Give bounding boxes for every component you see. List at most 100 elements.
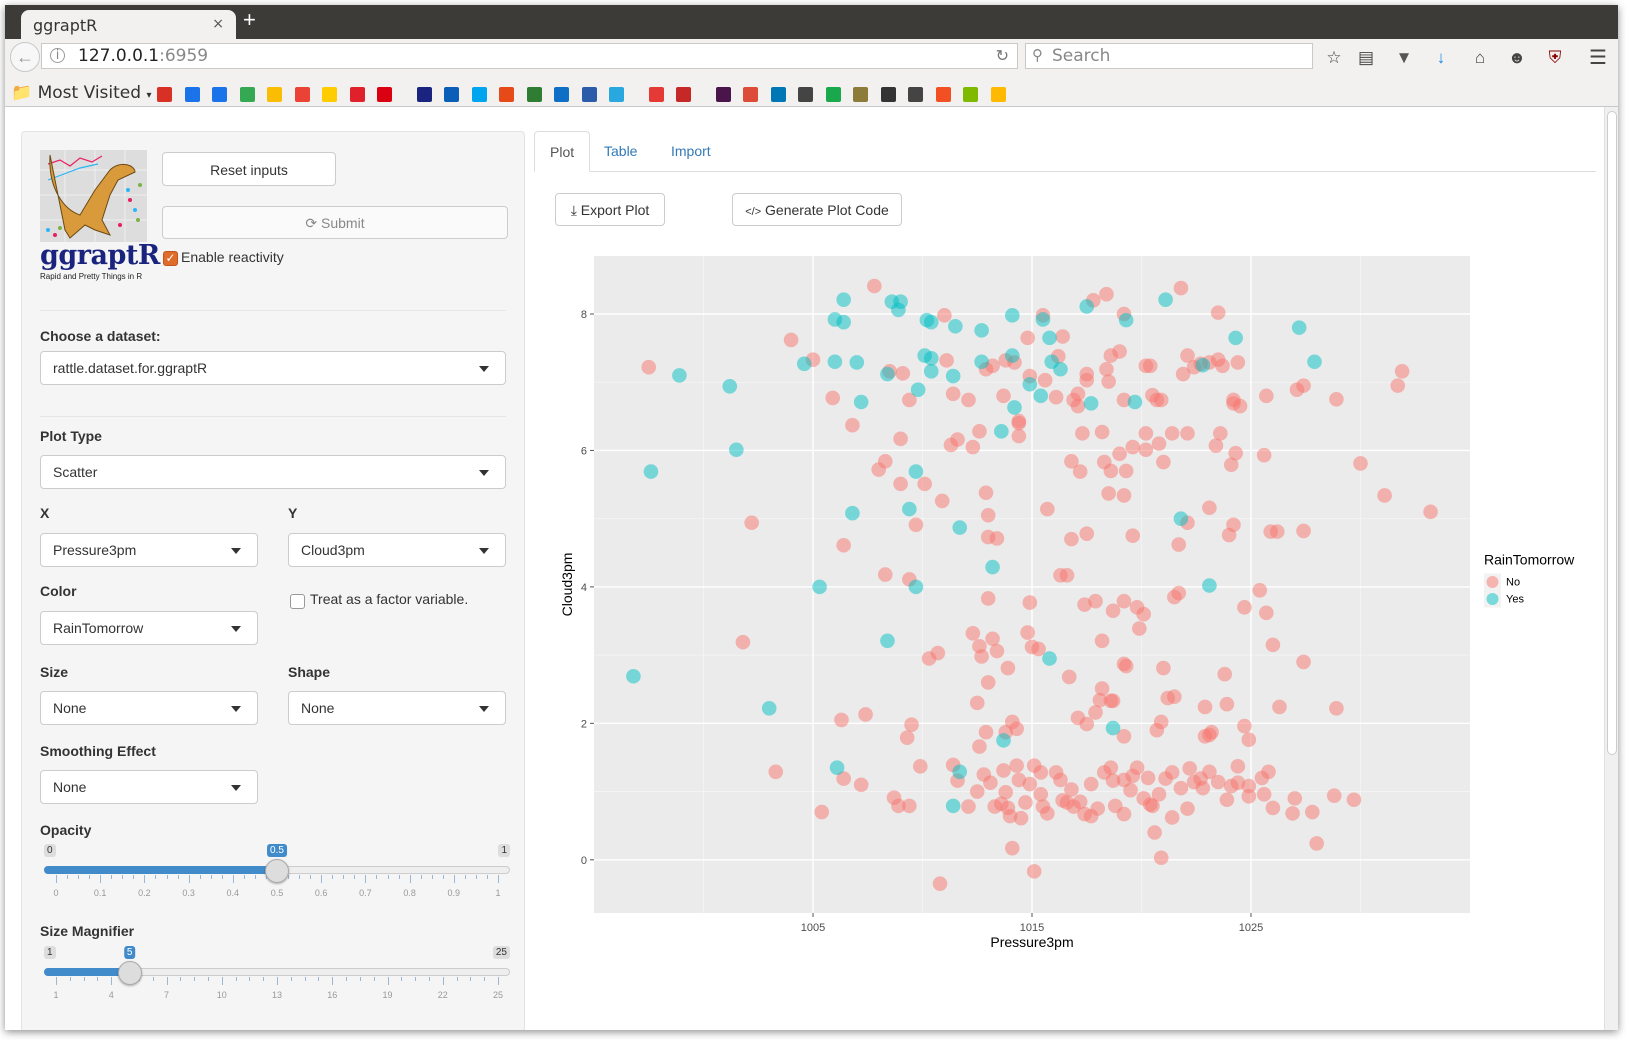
circle-icon[interactable]: [908, 87, 923, 102]
browser-tab[interactable]: ggraptR ×: [21, 10, 236, 40]
dataset-select[interactable]: rattle.dataset.for.ggraptR: [40, 351, 506, 385]
slider-tick: [67, 875, 69, 879]
color-select[interactable]: RainTomorrow: [40, 611, 258, 645]
home-icon[interactable]: ⌂: [1474, 48, 1486, 67]
search-icon: ⚲: [1032, 46, 1043, 64]
generate-code-button[interactable]: </> Generate Plot Code: [732, 193, 902, 226]
slider-handle[interactable]: [265, 859, 289, 883]
windows2-icon[interactable]: [963, 87, 978, 102]
slider-tick-label: 0.5: [270, 888, 284, 898]
bank-icon[interactable]: [416, 87, 432, 102]
ggraptr-logo-image: [40, 150, 147, 242]
windows3-icon[interactable]: [990, 87, 1006, 102]
tab-plot[interactable]: Plot: [534, 131, 591, 172]
slider-tick: [365, 875, 367, 883]
y-select[interactable]: Cloud3pm: [288, 533, 506, 567]
photos-icon[interactable]: [294, 87, 310, 102]
data-point-no: [965, 439, 981, 455]
google-plus-icon[interactable]: [743, 87, 758, 102]
enable-reactivity-checkbox[interactable]: ✓: [163, 251, 178, 266]
data-point-no: [1175, 366, 1191, 382]
slack-icon[interactable]: [715, 87, 731, 102]
menu-icon[interactable]: ☰: [1589, 47, 1607, 69]
chat-icon[interactable]: ☻: [1508, 48, 1526, 67]
search-input[interactable]: ⚲ Search: [1025, 43, 1313, 69]
data-point-no: [1099, 286, 1114, 302]
data-point-no: [1215, 358, 1230, 374]
ahu-icon[interactable]: [648, 87, 664, 102]
shield-icon[interactable]: [853, 87, 868, 102]
reading-list-icon[interactable]: ▤: [1357, 48, 1375, 67]
microsoft-icon[interactable]: [471, 87, 487, 102]
sharepoint-icon[interactable]: [554, 87, 569, 102]
slider-tick: [290, 977, 292, 981]
windows-icon[interactable]: [935, 87, 951, 102]
data-point-no: [1064, 531, 1079, 547]
data-point-no: [980, 591, 996, 606]
xing-icon[interactable]: [526, 87, 542, 102]
commbank-icon[interactable]: [322, 87, 337, 102]
gmail-icon[interactable]: [157, 87, 172, 102]
export-plot-button[interactable]: ⤓ Export Plot: [555, 193, 665, 226]
drive-icon[interactable]: [267, 87, 282, 102]
shape-value: None: [301, 700, 335, 716]
reload-icon[interactable]: ↻: [995, 46, 1009, 65]
most-visited-folder[interactable]: 📁 Most Visited ▾: [11, 83, 152, 103]
slider-handle[interactable]: [117, 961, 142, 985]
data-point-no: [1125, 768, 1141, 784]
download-icon[interactable]: ↓: [1436, 48, 1446, 67]
slider-tick: [97, 977, 99, 981]
x-axis-label: Pressure3pm: [990, 934, 1073, 950]
slider-tick: [409, 875, 411, 883]
data-point-no: [1272, 699, 1287, 715]
car-icon[interactable]: [880, 87, 896, 102]
onedrive-icon[interactable]: [444, 87, 459, 102]
back-button[interactable]: ←: [10, 42, 40, 72]
scrollbar-thumb[interactable]: [1607, 111, 1617, 755]
tab-table[interactable]: Table: [604, 143, 638, 159]
submit-button[interactable]: ⟳ Submit: [162, 206, 508, 239]
data-point-no: [893, 431, 908, 447]
data-point-no: [836, 771, 851, 786]
slider-tick: [299, 875, 301, 879]
z-icon[interactable]: [825, 87, 841, 102]
opacity-slider[interactable]: 0 1 0 0.1 0.2 0.3 0.4 0.5 0.6 0.7 0.8 0.9 1 0.5: [22, 844, 526, 904]
tab-import[interactable]: Import: [671, 143, 711, 159]
close-tab-icon[interactable]: ×: [212, 16, 224, 32]
shape-select[interactable]: None: [288, 691, 506, 725]
code-icon: </>: [745, 206, 762, 218]
cloud-icon[interactable]: [609, 87, 624, 102]
office-icon[interactable]: [499, 87, 514, 102]
data-point-no: [1210, 774, 1226, 790]
new-tab-button[interactable]: +: [243, 7, 256, 32]
data-point-yes: [643, 464, 659, 479]
diamond-icon[interactable]: [581, 87, 597, 102]
briefcase-icon[interactable]: [798, 87, 813, 102]
pocket-icon[interactable]: ▼: [1395, 48, 1413, 67]
info-icon[interactable]: i: [50, 48, 65, 63]
factor-checkbox[interactable]: [290, 594, 305, 609]
slider-fill: [44, 968, 130, 976]
scrollbar[interactable]: [1604, 107, 1618, 1030]
smoothing-select[interactable]: None: [40, 770, 258, 804]
maps-icon[interactable]: [239, 87, 255, 102]
x-select[interactable]: Pressure3pm: [40, 533, 258, 567]
size-select[interactable]: None: [40, 691, 258, 725]
linkedin-icon[interactable]: [770, 87, 786, 102]
plot-type-select[interactable]: Scatter: [40, 455, 506, 489]
data-point-no: [1180, 348, 1195, 363]
star-icon[interactable]: ☆: [1326, 48, 1342, 67]
ublock-icon[interactable]: ⛨: [1548, 48, 1562, 67]
data-point-no: [1079, 716, 1095, 732]
data-point-no: [1287, 791, 1303, 806]
size-magnifier-slider[interactable]: 1 25 1 4 7 10 13 16 19 22 25 5: [22, 946, 526, 1006]
url-bar[interactable]: i 127.0.0.1:6959 ↻: [41, 43, 1018, 69]
slider-tick: [210, 875, 212, 879]
contacts-icon[interactable]: [212, 87, 227, 102]
reset-inputs-button[interactable]: Reset inputs: [162, 152, 336, 186]
singtel-icon[interactable]: [676, 87, 691, 102]
hsbc-icon[interactable]: [377, 87, 392, 102]
calendar-icon[interactable]: [184, 87, 200, 102]
x-icon[interactable]: [349, 87, 365, 102]
data-point-no: [1173, 780, 1189, 796]
